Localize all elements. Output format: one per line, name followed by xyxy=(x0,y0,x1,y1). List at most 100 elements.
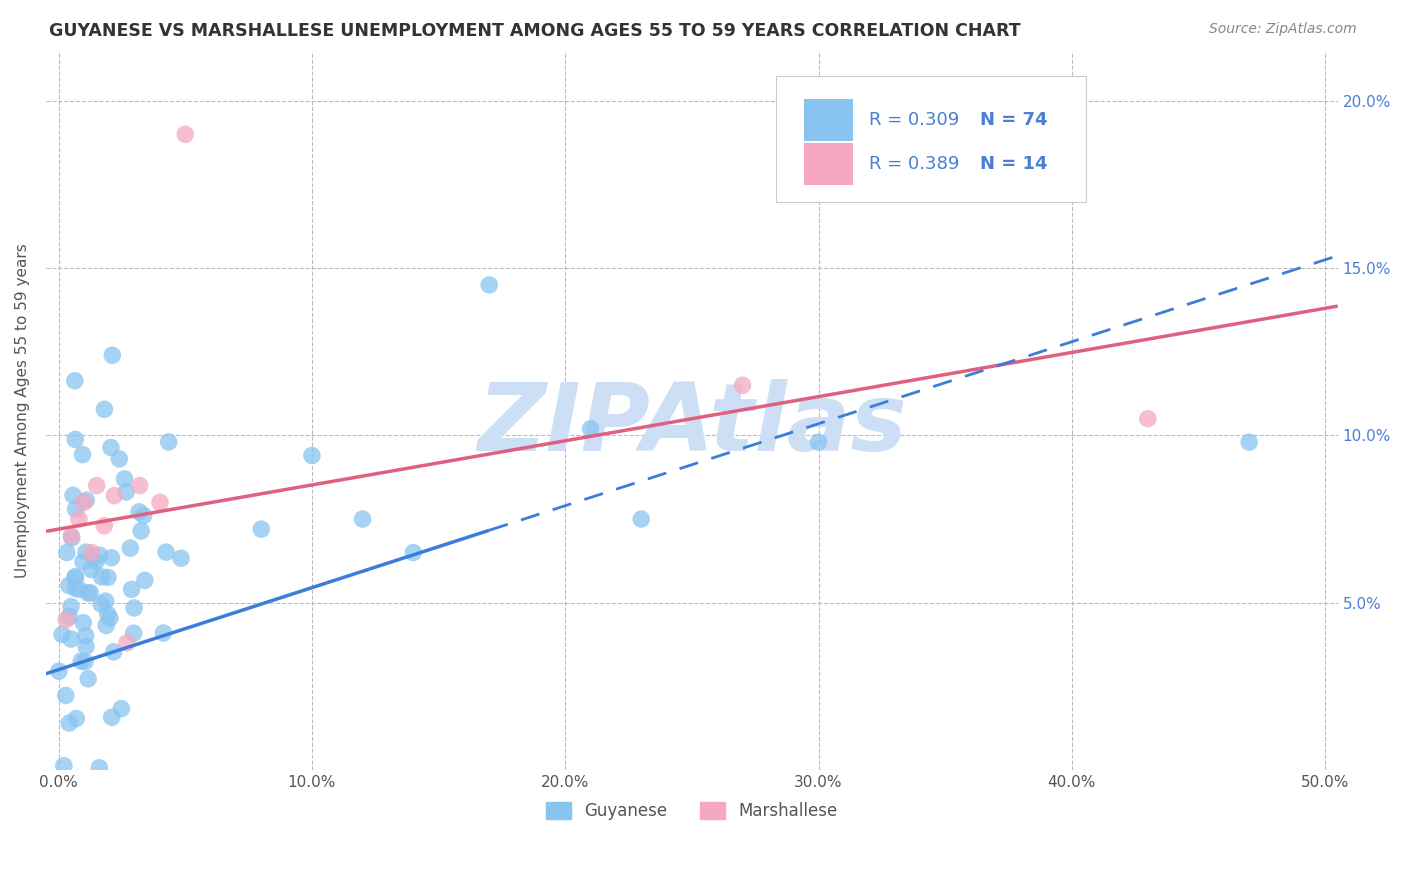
Point xyxy=(1136,411,1159,425)
Point xyxy=(120,541,142,556)
Point xyxy=(100,710,122,724)
Point xyxy=(52,758,75,772)
Text: R = 0.309: R = 0.309 xyxy=(869,111,959,128)
FancyBboxPatch shape xyxy=(776,76,1085,202)
Point xyxy=(301,449,323,463)
Point xyxy=(110,701,132,715)
Point xyxy=(129,524,152,538)
Point xyxy=(157,434,180,449)
Point xyxy=(63,374,86,388)
Point xyxy=(128,478,150,492)
Text: N = 74: N = 74 xyxy=(980,111,1047,128)
Point xyxy=(103,489,125,503)
Point xyxy=(89,548,111,562)
Point xyxy=(352,512,374,526)
Y-axis label: Unemployment Among Ages 55 to 59 years: Unemployment Among Ages 55 to 59 years xyxy=(15,243,30,578)
Point xyxy=(73,495,96,509)
Point xyxy=(59,599,82,614)
Point xyxy=(63,569,86,583)
Point xyxy=(97,570,120,584)
FancyBboxPatch shape xyxy=(804,144,853,186)
Point xyxy=(579,422,602,436)
Point xyxy=(731,378,754,392)
Point xyxy=(152,626,174,640)
Point xyxy=(93,518,115,533)
Point xyxy=(75,629,97,643)
Point xyxy=(97,607,120,621)
Point xyxy=(79,585,101,599)
Point xyxy=(72,555,94,569)
Point xyxy=(98,611,121,625)
Point xyxy=(67,512,90,526)
Point xyxy=(128,505,150,519)
Point xyxy=(62,488,84,502)
Point xyxy=(60,529,83,543)
Point xyxy=(90,570,112,584)
Point xyxy=(72,448,94,462)
Point xyxy=(58,716,80,731)
Point xyxy=(155,545,177,559)
Point xyxy=(630,512,652,526)
Point xyxy=(65,502,87,516)
Point xyxy=(58,609,80,624)
Point xyxy=(121,582,143,597)
Point xyxy=(94,594,117,608)
Point xyxy=(80,545,103,559)
Point xyxy=(103,645,125,659)
FancyBboxPatch shape xyxy=(804,99,853,141)
Point xyxy=(65,582,87,596)
Text: ZIPAtlas: ZIPAtlas xyxy=(477,379,907,471)
Point xyxy=(1237,435,1260,450)
Point xyxy=(84,555,107,569)
Point xyxy=(70,654,93,668)
Point xyxy=(60,531,83,545)
Point xyxy=(65,433,87,447)
Text: GUYANESE VS MARSHALLESE UNEMPLOYMENT AMONG AGES 55 TO 59 YEARS CORRELATION CHART: GUYANESE VS MARSHALLESE UNEMPLOYMENT AMO… xyxy=(49,22,1021,40)
Point xyxy=(100,441,122,455)
Point xyxy=(55,612,77,626)
Point xyxy=(90,597,112,611)
Point xyxy=(58,578,80,592)
Point xyxy=(56,545,79,559)
Point xyxy=(132,508,155,523)
Point xyxy=(96,618,118,632)
Point xyxy=(122,601,145,615)
Point xyxy=(93,402,115,417)
Point xyxy=(51,627,73,641)
Point xyxy=(77,672,100,686)
Point xyxy=(75,545,97,559)
Point xyxy=(101,348,124,362)
Point xyxy=(149,495,172,509)
Point xyxy=(73,655,96,669)
Point xyxy=(72,615,94,630)
Point xyxy=(402,545,425,559)
Text: R = 0.389: R = 0.389 xyxy=(869,155,959,173)
Point xyxy=(807,435,830,450)
Point xyxy=(75,640,97,654)
Point xyxy=(89,761,111,775)
Point xyxy=(114,472,136,486)
Point xyxy=(100,550,122,565)
Point xyxy=(65,712,87,726)
Legend: Guyanese, Marshallese: Guyanese, Marshallese xyxy=(538,795,845,826)
Point xyxy=(65,571,87,585)
Point xyxy=(67,582,90,597)
Point xyxy=(48,664,70,678)
Point xyxy=(86,478,108,492)
Point xyxy=(55,689,77,703)
Point xyxy=(75,493,97,508)
Point xyxy=(77,586,100,600)
Text: Source: ZipAtlas.com: Source: ZipAtlas.com xyxy=(1209,22,1357,37)
Point xyxy=(478,277,501,292)
Text: N = 14: N = 14 xyxy=(980,155,1047,173)
Point xyxy=(250,522,273,536)
Point xyxy=(115,485,138,500)
Point xyxy=(108,452,131,467)
Point xyxy=(80,563,103,577)
Point xyxy=(134,574,156,588)
Point xyxy=(115,636,138,650)
Point xyxy=(174,128,197,142)
Point xyxy=(60,632,83,646)
Point xyxy=(122,626,145,640)
Point xyxy=(170,551,193,566)
